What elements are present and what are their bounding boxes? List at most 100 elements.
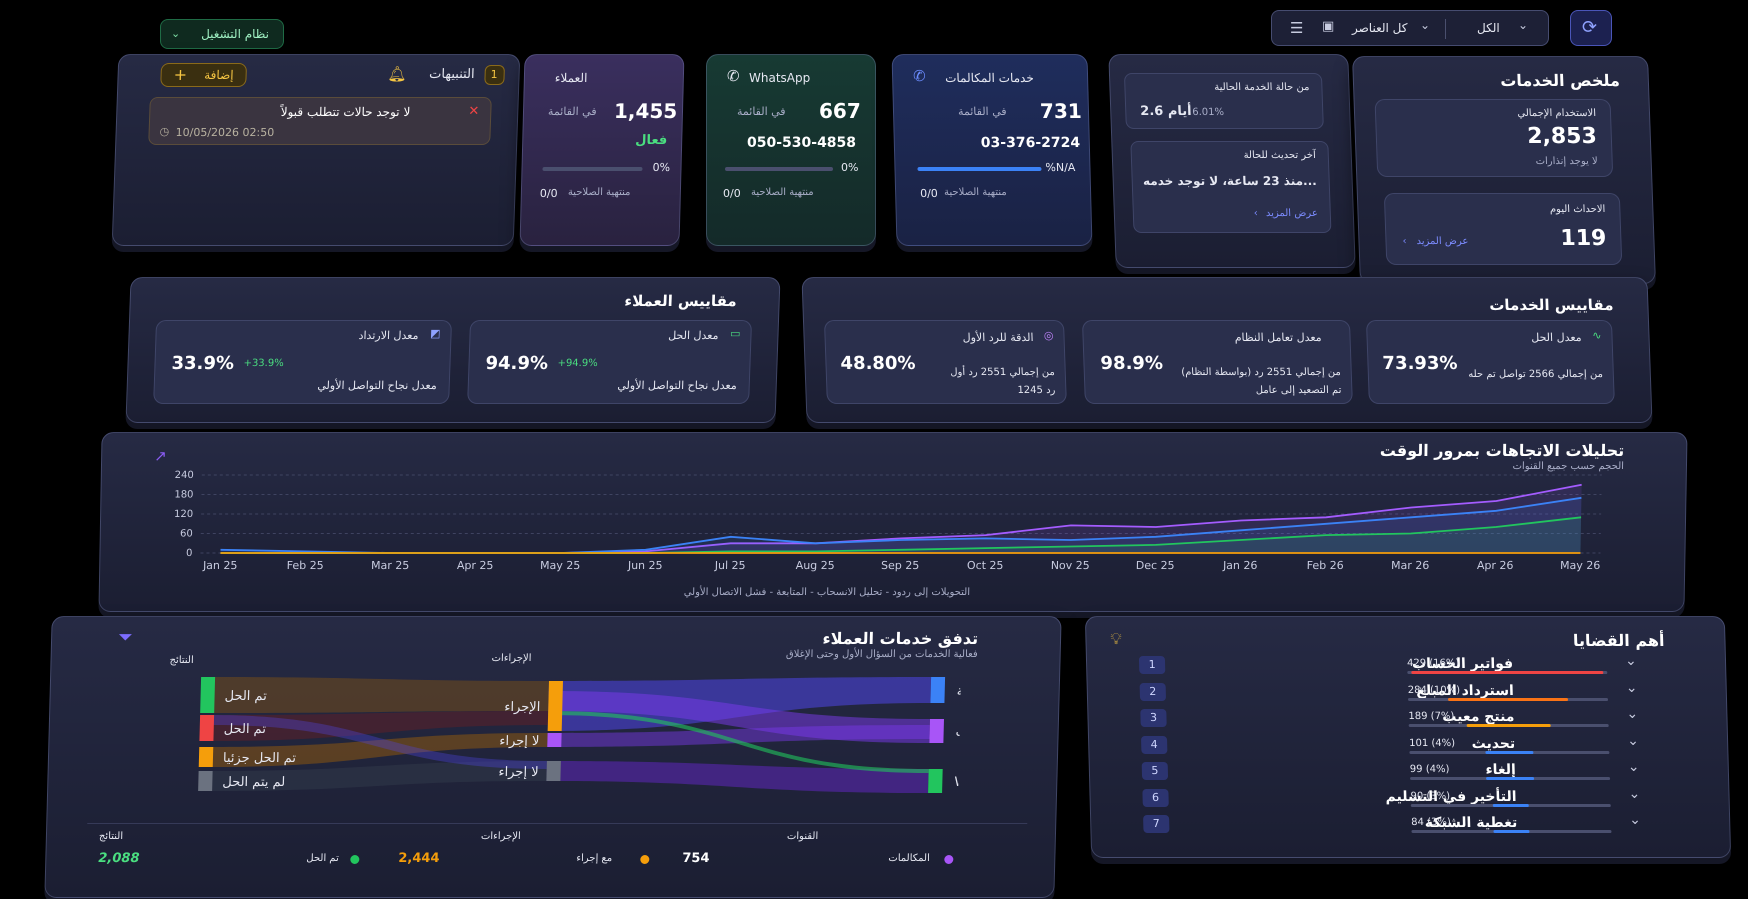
metric-system-handling: معدل تعامل النظام 98.9% من إجمالي 2551 ر… [1081,320,1353,404]
items-filter-label[interactable]: كل العناصر [1352,21,1408,35]
sliders-icon[interactable]: ☰ [1290,19,1304,37]
plus-icon: + [173,65,188,84]
metric-value: 73.93% [1382,353,1458,374]
sankey-link [548,711,929,773]
x-tick-label: Mar 25 [371,559,409,572]
whatsapp-expired-value: 0/0 [723,187,741,200]
chevron-down-icon[interactable]: ⌄ [1420,18,1431,32]
issue-bar-fill [1493,830,1530,833]
chevron-down-icon[interactable]: ⌄ [1627,759,1640,775]
filter-bar: ☰ ▣ كل العناصر ⌄ الكل ⌄ [1271,10,1549,46]
alerts-title: التنبيهات [428,67,475,82]
result-node[interactable] [198,771,213,791]
today-events-value: 119 [1560,226,1607,251]
issue-row[interactable]: 5 إلغاء 99 (4%) ⌄ [1090,759,1731,783]
calls-expired-label: منتهية الصلاحية [943,187,1007,198]
action-node[interactable] [547,733,562,747]
issue-row[interactable]: 7 تغطية الشبكة 84 (3%) ⌄ [1091,812,1732,836]
issue-stat: 189 (7%) [1408,711,1455,722]
chevron-down-icon[interactable]: ⌄ [1628,785,1641,802]
chevron-left-icon[interactable]: ‹ [1402,236,1407,247]
metric-value: 94.9% [485,353,549,374]
add-button[interactable]: + إضافة [160,63,248,87]
issue-rank: 4 [1140,735,1168,754]
action-node[interactable] [546,761,561,781]
channel-node-label: مكالمات [955,725,961,740]
whatsapp-progress-label: 0% [841,161,859,174]
chevron-down-icon[interactable]: ⌄ [1626,732,1640,749]
results-column-header: النتائج [169,655,194,666]
issue-bar [1409,750,1610,754]
result-node[interactable] [200,677,216,713]
trends-chart: 0 60 120 180 240 Jan 25 Feb 25 Mar 25 Apr 25 May … [174,470,1602,572]
metric-sub: من إجمالي 2551 رد (بواسطة النظام) [1181,367,1341,378]
chevron-down-icon[interactable]: ⌄ [1628,812,1642,828]
alert-item[interactable]: ✕ لا توجد حالات تتطلب قبولاً ◷ 10/05/202… [148,97,492,145]
issue-bar [1407,671,1608,674]
action-node-label: الإجراء [504,700,540,715]
footer-channels-legend: المكالمات [888,853,930,864]
sankey-link [547,725,930,747]
action-node-label: لا إجراء [498,765,538,780]
metric-label: معدل الحل [1531,331,1582,344]
metric-delta: +33.9% [243,358,284,369]
legend-dot-orange [640,855,650,864]
chevron-down-icon: ⌄ [171,27,181,40]
issue-name: التأخير في التسليم [1385,788,1517,805]
today-events-box: الاحداث اليوم 119 عرض المزيد ‹ [1383,193,1623,265]
issue-row[interactable]: 4 تحديث 101 (4%) ⌄ [1089,733,1730,757]
action-node[interactable] [547,681,563,731]
chevron-left-icon[interactable]: ‹ [1253,208,1259,219]
calls-card[interactable]: ✆ خدمات المكالمات 731 في القائمة 03-376-… [891,54,1093,246]
metric-sub: من إجمالي 2566 تواصل تم حله [1468,369,1604,380]
x-tick-label: Apr 26 [1477,559,1514,572]
customers-card[interactable]: العملاء 1,455 في القائمة فعال 0% منتهية … [519,54,685,246]
sankey-link [212,677,549,713]
total-usage-box: الاستخدام الإجمالي 2,853 لا يوجد إنذارات [1374,99,1614,177]
refresh-button[interactable]: ⟳ [1570,10,1612,46]
issue-rank: 7 [1143,815,1170,833]
flow-footer-divider [87,823,1028,824]
issue-bar-fill [1486,777,1535,780]
issue-row[interactable]: 2 استرداد المبلغ 284 (10%) ⌄ [1087,680,1728,704]
trends-caption: التحويلات إلى ردود - تحليل الانسحاب - ال… [683,587,971,598]
issue-row[interactable]: 3 منتج معيب 189 (7%) ⌄ [1088,706,1729,730]
chevron-down-icon[interactable]: ⌄ [1626,706,1639,722]
chevron-down-icon[interactable]: ⌄ [1518,18,1529,32]
footer-actions-legend: مع إجراء [576,853,613,864]
result-node[interactable] [199,715,215,741]
issue-row[interactable]: 6 التأخير في التسليم 90 (3%) ⌄ [1090,786,1731,810]
channel-node[interactable] [929,719,944,743]
issue-bar [1411,830,1612,833]
result-node[interactable] [198,747,214,767]
issue-bar [1407,697,1609,701]
channel-node[interactable] [930,677,946,703]
phone-icon: ✆ [912,67,926,85]
x-tick-label: Dec 25 [1136,559,1175,572]
os-dropdown-button[interactable]: ⌄ نظام التشغيل [160,19,284,49]
whatsapp-icon: ✆ [727,67,740,85]
metric-sub: معدل نجاح التواصل الأولي [617,379,737,392]
close-icon[interactable]: ✕ [468,104,480,119]
chevron-down-icon[interactable]: ⌄ [1624,653,1637,669]
sankey-link [211,711,549,741]
all-filter-label[interactable]: الكل [1477,21,1500,35]
issue-stat: 101 (4%) [1409,737,1456,749]
issue-row[interactable]: 1 فواتير الحساب 429 (16%) ⌄ [1087,653,1728,677]
chevron-down-icon[interactable]: ⌄ [1625,679,1638,696]
channel-node[interactable] [928,769,943,793]
result-node-label: تم الحل جزئيا [223,751,297,766]
x-tick-label: Apr 25 [457,559,494,572]
calls-title: خدمات المكالمات [944,71,1034,85]
whatsapp-card[interactable]: ✆ WhatsApp 667 في القائمة 050-530-4858 0… [706,54,876,246]
filter-icon[interactable]: ⏷ [117,627,133,648]
bell-icon[interactable]: 🔔︎ [387,65,407,83]
issue-bar-fill [1411,671,1604,674]
status-more-link[interactable]: عرض المزيد [1265,208,1319,219]
status-card: من حالة الخدمة الحالية 2.6 أيام 6.01% آخ… [1108,54,1356,268]
whatsapp-value: 667 [819,99,861,123]
x-tick-label: Feb 25 [287,559,324,572]
x-tick-label: May 26 [1560,559,1600,572]
customers-progress-label: 0% [652,161,671,174]
summary-more-link[interactable]: عرض المزيد [1416,236,1469,247]
